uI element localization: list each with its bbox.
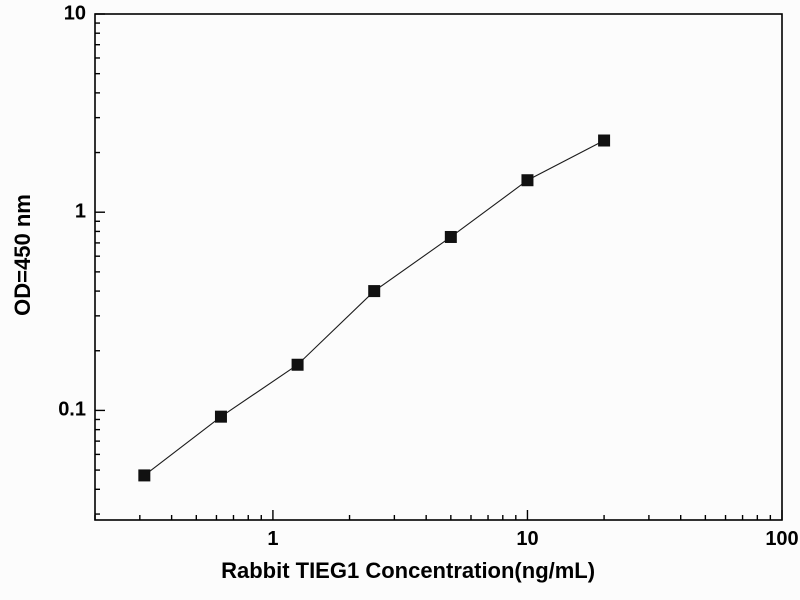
y-axis-label: OD=450 nm [10,194,35,316]
data-point-marker [368,285,381,298]
data-point-marker [214,410,227,423]
x-tick-label: 10 [516,528,539,550]
data-point-marker [291,358,304,371]
y-tick-label: 1 [74,200,86,223]
x-tick-label: 100 [765,528,799,550]
y-tick-label: 0.1 [58,398,86,421]
x-axis-label: Rabbit TIEG1 Concentration(ng/mL) [221,558,596,583]
data-points [138,134,611,482]
axis-ticks [94,13,783,520]
axes-box [94,13,783,521]
data-point-marker [598,134,611,147]
data-point-marker [444,230,457,243]
data-point-marker [138,469,151,482]
data-point-marker [521,174,534,187]
y-tick-label: 10 [63,2,86,25]
x-tick-label: 1 [267,528,279,550]
